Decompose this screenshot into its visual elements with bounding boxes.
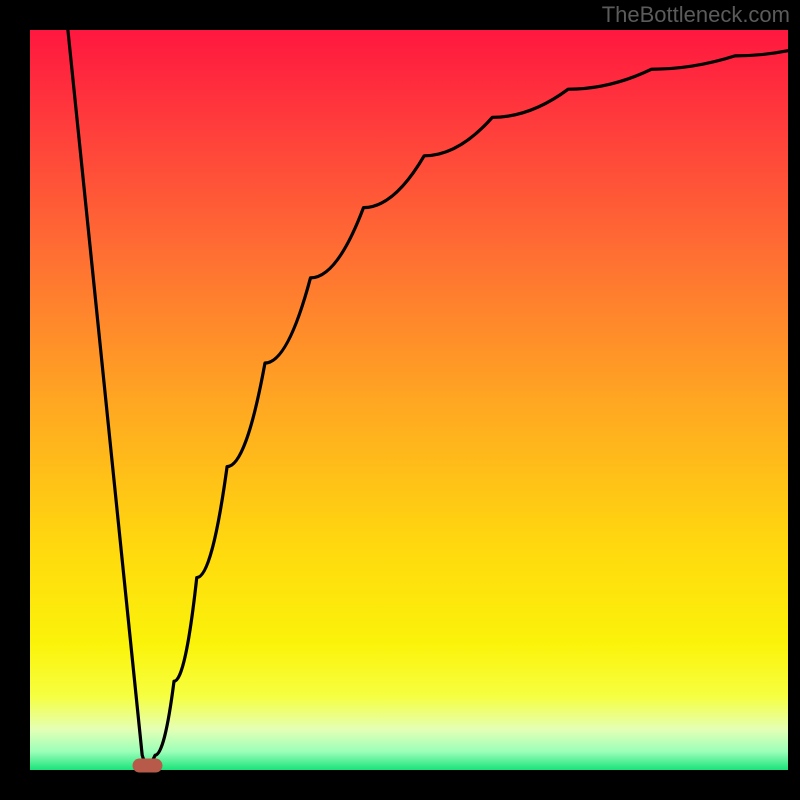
watermark-text: TheBottleneck.com xyxy=(602,2,790,28)
chart-root: TheBottleneck.com xyxy=(0,0,800,800)
plot-background xyxy=(30,30,788,770)
min-marker xyxy=(132,759,162,773)
bottleneck-chart-svg xyxy=(0,0,800,800)
